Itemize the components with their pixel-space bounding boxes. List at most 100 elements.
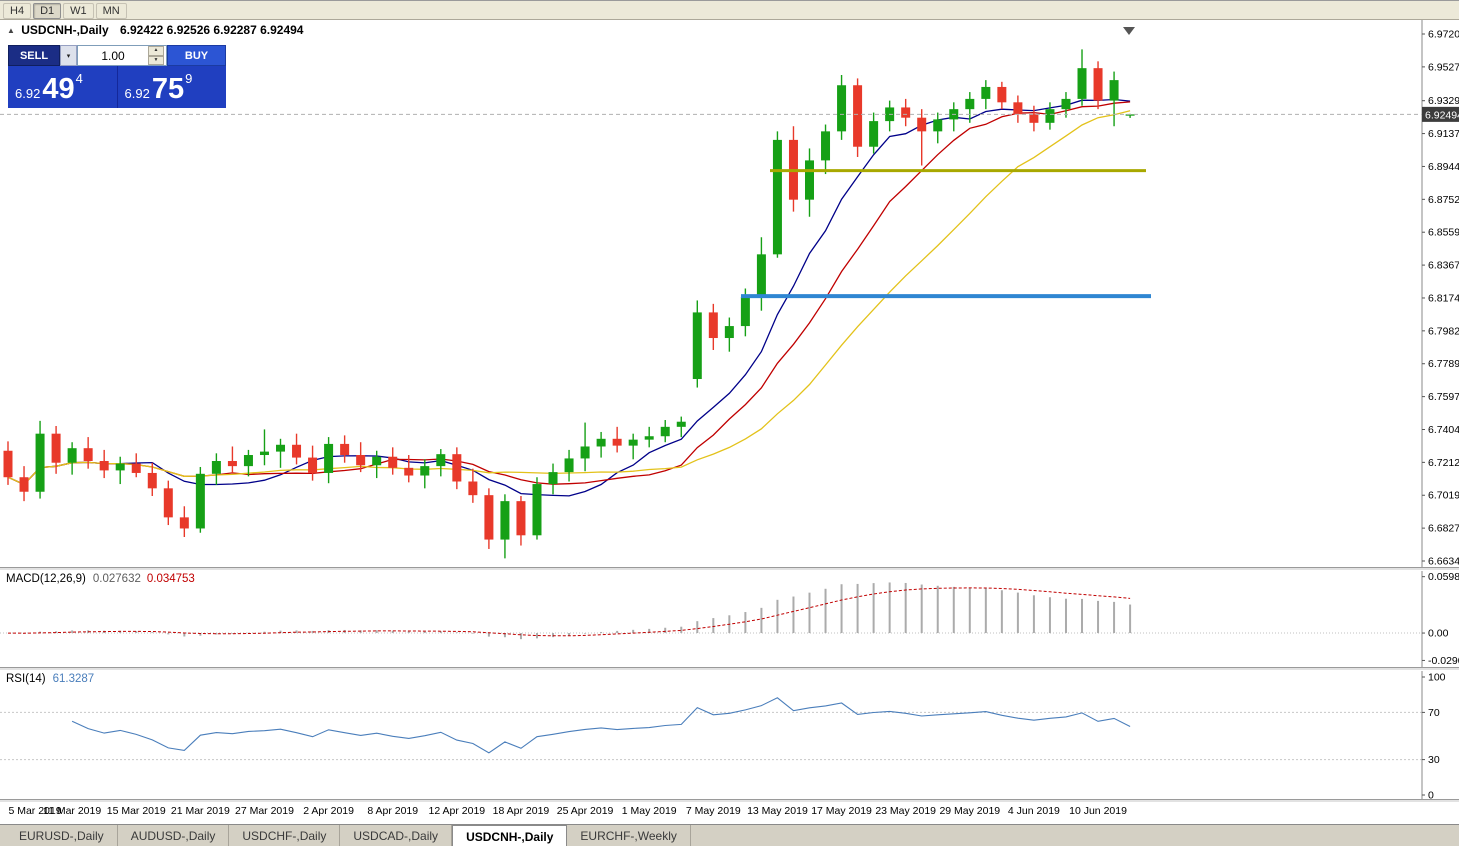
candles-layer: [3, 49, 1135, 559]
date-label: 15 Mar 2019: [106, 805, 166, 817]
tab-audusd-daily[interactable]: AUDUSD-,Daily: [118, 825, 230, 846]
sell-button[interactable]: SELL: [8, 45, 60, 66]
svg-text:0.00: 0.00: [1428, 628, 1449, 640]
tab-usdchf-daily[interactable]: USDCHF-,Daily: [229, 825, 341, 846]
date-label: 25 Apr 2019: [556, 805, 614, 817]
svg-text:6.87520: 6.87520: [1428, 194, 1459, 206]
scroll-to-end-icon: [1123, 27, 1135, 35]
svg-text:6.91370: 6.91370: [1428, 128, 1459, 140]
macd-histogram: [23, 582, 1132, 640]
timeframe-w1-button[interactable]: W1: [63, 3, 94, 19]
one-click-prices-row: 6.92 49 4 6.92 75 9: [8, 66, 226, 108]
svg-text:6.79820: 6.79820: [1428, 325, 1459, 337]
tab-usdcnh-daily[interactable]: USDCNH-,Daily: [452, 825, 568, 846]
timeframe-buttons-group: H4 D1 W1 MN: [3, 1, 129, 19]
timeframe-toolbar: H4 D1 W1 MN: [0, 1, 1459, 20]
chart-symbol-title: USDCNH-,Daily: [21, 23, 109, 37]
one-click-menu-button[interactable]: ▾: [60, 45, 77, 66]
svg-text:6.81745: 6.81745: [1428, 292, 1459, 304]
macd-value-signal: 0.034753: [146, 573, 195, 585]
rsi-levels: [0, 711, 1422, 761]
price-scale: 6.97200 6.95275 6.93295 6.91370 6.89445 6.875…: [1421, 20, 1459, 567]
buy-price-box[interactable]: 6.92 75 9: [117, 66, 226, 108]
panel-splitter-macd[interactable]: [0, 567, 1459, 571]
svg-text:6.85595: 6.85595: [1428, 227, 1459, 239]
buy-button[interactable]: BUY: [167, 45, 226, 66]
macd-scale: 0.0598 0.00 -0.02904: [1421, 571, 1459, 667]
svg-text:-0.02904: -0.02904: [1428, 655, 1459, 667]
tab-usdcad-daily[interactable]: USDCAD-,Daily: [340, 825, 453, 846]
svg-text:6.97200: 6.97200: [1428, 29, 1459, 41]
svg-text:6.72120: 6.72120: [1428, 457, 1459, 469]
svg-text:70: 70: [1428, 707, 1440, 719]
svg-text:100: 100: [1428, 672, 1446, 684]
date-label: 4 Jun 2019: [1007, 805, 1060, 817]
volume-field: ▲ ▼: [77, 45, 167, 66]
svg-text:6.75970: 6.75970: [1428, 391, 1459, 403]
svg-text:6.83670: 6.83670: [1428, 260, 1459, 272]
date-label: 18 Apr 2019: [492, 805, 550, 817]
date-label: 23 May 2019: [875, 805, 937, 817]
date-label: 29 May 2019: [939, 805, 1001, 817]
chart-ohlc-values: 6.92422 6.92526 6.92287 6.92494: [119, 23, 304, 37]
macd-signal-line: [7, 587, 1131, 637]
buy-price-base: 6.92: [124, 86, 150, 101]
main-chart-canvas[interactable]: 6.97200 6.95275 6.93295 6.91370 6.89445 6.875…: [0, 20, 1459, 567]
buy-price-sup: 9: [185, 71, 193, 86]
date-label: 2 Apr 2019: [303, 805, 354, 817]
date-label: 13 May 2019: [747, 805, 808, 817]
date-label: 12 Apr 2019: [428, 805, 486, 817]
chart-tabs-bar: EURUSD-,Daily AUDUSD-,Daily USDCHF-,Daily U…: [0, 824, 1459, 846]
svg-text:30: 30: [1428, 754, 1440, 766]
volume-up-button[interactable]: ▲: [148, 46, 164, 56]
one-click-collapse-icon[interactable]: ▲: [7, 26, 15, 35]
date-label: 10 Jun 2019: [1069, 805, 1127, 817]
timeframe-mn-button[interactable]: MN: [95, 3, 127, 19]
sell-price-sup: 4: [75, 71, 83, 86]
volume-down-button[interactable]: ▼: [148, 55, 164, 65]
svg-text:6.74045: 6.74045: [1428, 424, 1459, 436]
date-label: 8 Apr 2019: [367, 805, 419, 817]
spinner-up-icon: ▲: [153, 47, 159, 54]
svg-text:0: 0: [1428, 790, 1434, 800]
svg-text:6.89445: 6.89445: [1428, 161, 1459, 173]
panel-splitter-rsi[interactable]: [0, 667, 1459, 671]
date-label: 21 Mar 2019: [170, 805, 230, 817]
macd-panel-canvas[interactable]: 0.0598 0.00 -0.02904: [0, 571, 1459, 667]
date-label: 5 Mar 2019: [8, 805, 62, 817]
macd-header: MACD(12,26,9) 0.027632 0.034753: [6, 573, 195, 585]
buy-price-big: 75: [151, 73, 185, 106]
svg-text:6.77895: 6.77895: [1428, 358, 1459, 370]
date-label: 17 May 2019: [811, 805, 872, 817]
svg-text:6.95275: 6.95275: [1428, 61, 1459, 73]
spinner-down-icon: ▼: [153, 56, 159, 63]
volume-input[interactable]: [78, 46, 148, 65]
svg-text:0.0598: 0.0598: [1428, 571, 1459, 583]
date-label: 7 May 2019: [685, 805, 741, 817]
sell-price-big: 49: [42, 73, 75, 106]
sell-price-base: 6.92: [15, 86, 41, 101]
current-price-badge: 6.92494: [1422, 106, 1459, 122]
chart-tabs: EURUSD-,Daily AUDUSD-,Daily USDCHF-,Daily U…: [6, 825, 691, 846]
rsi-line: [71, 697, 1131, 754]
svg-text:6.68270: 6.68270: [1428, 523, 1459, 535]
tab-eurchf-weekly[interactable]: EURCHF-,Weekly: [567, 825, 691, 846]
macd-label: MACD(12,26,9): [6, 573, 86, 585]
chart-title: ▲ USDCNH-,Daily 6.92422 6.92526 6.92287 …: [7, 23, 303, 37]
date-label: 11 Mar 2019: [43, 805, 102, 817]
rsi-label: RSI(14): [6, 673, 46, 685]
rsi-scale: 100 70 30 0: [1421, 671, 1446, 800]
timeframe-h4-button[interactable]: H4: [3, 3, 32, 19]
rsi-panel-canvas[interactable]: 100 70 30 0: [0, 671, 1459, 799]
drawn-objects-layer: [0, 113, 1422, 299]
timeframe-d1-button[interactable]: D1: [33, 3, 62, 19]
time-scale[interactable]: 5 Mar 2019 11 Mar 2019 15 Mar 2019 21 Mar 2…: [0, 802, 1422, 822]
svg-text:6.93295: 6.93295: [1428, 95, 1459, 107]
tab-eurusd-daily[interactable]: EURUSD-,Daily: [6, 825, 118, 846]
sell-price-box[interactable]: 6.92 49 4: [8, 66, 118, 108]
volume-spinner: ▲ ▼: [148, 46, 164, 65]
svg-text:6.70195: 6.70195: [1428, 490, 1459, 502]
date-label: 27 Mar 2019: [234, 805, 294, 817]
